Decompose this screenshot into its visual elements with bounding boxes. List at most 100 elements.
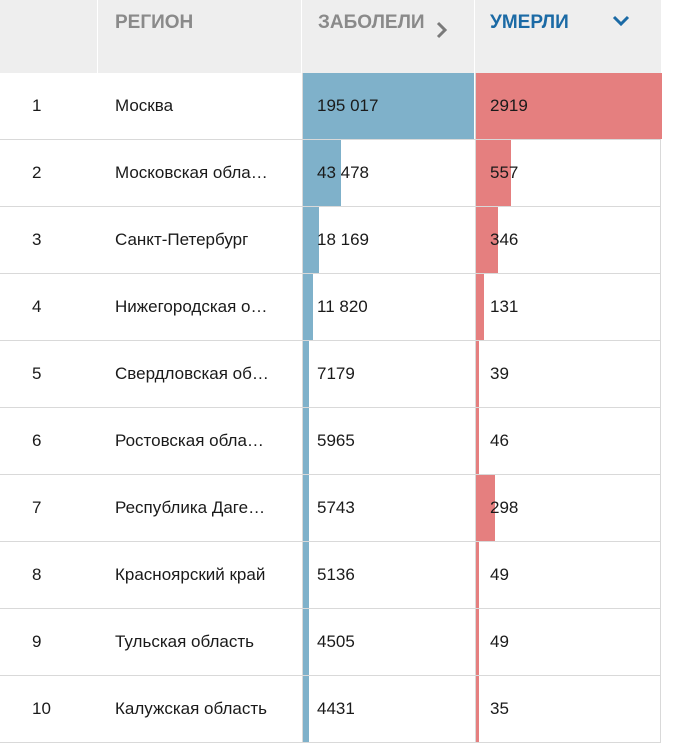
rank-cell: 2 — [32, 163, 42, 182]
region-cell: Москва — [98, 73, 302, 139]
chevron-down-icon — [612, 15, 630, 27]
cases-header-label: ЗАБОЛЕЛИ — [318, 12, 425, 33]
region-name: Калужская область — [115, 699, 267, 718]
cases-value: 5136 — [317, 565, 355, 584]
table-row[interactable]: 1 Москва 195 017 2919 — [0, 73, 662, 140]
cases-value: 18 169 — [317, 230, 369, 249]
deaths-bar — [476, 475, 495, 541]
region-name: Красноярский край — [115, 565, 266, 584]
deaths-bar — [476, 408, 479, 474]
region-name: Свердловская об… — [115, 364, 269, 383]
deaths-value: 557 — [490, 163, 519, 182]
table-header: РЕГИОН ЗАБОЛЕЛИ УМЕРЛИ — [0, 0, 661, 73]
cases-value: 4505 — [317, 632, 355, 651]
region-cell: Калужская область — [98, 676, 302, 742]
cases-cell: 11 820 — [302, 274, 475, 340]
cases-cell: 7179 — [302, 341, 475, 407]
deaths-value: 39 — [490, 364, 509, 383]
deaths-value: 49 — [490, 632, 509, 651]
chevron-right-icon — [436, 21, 448, 39]
cases-bar — [303, 73, 474, 139]
cases-column-header[interactable]: ЗАБОЛЕЛИ — [302, 0, 475, 73]
region-cell: Тульская область — [98, 609, 302, 675]
table-row[interactable]: 4 Нижегородская о… 11 820 131 — [0, 274, 661, 341]
deaths-bar — [476, 609, 479, 675]
rank-cell: 7 — [32, 498, 42, 517]
cases-cell: 4431 — [302, 676, 475, 742]
table-row[interactable]: 8 Красноярский край 5136 49 — [0, 542, 661, 609]
deaths-cell: 2919 — [475, 73, 662, 139]
table-body: 1 Москва 195 017 2919 2 Московская обла… 43 47… — [0, 73, 662, 743]
deaths-column-header[interactable]: УМЕРЛИ — [475, 0, 661, 73]
cases-value: 5965 — [317, 431, 355, 450]
deaths-cell: 346 — [475, 207, 661, 273]
rank-cell: 9 — [32, 632, 42, 651]
table-row[interactable]: 7 Республика Даге… 5743 298 — [0, 475, 661, 542]
deaths-cell: 35 — [475, 676, 661, 742]
cases-bar — [303, 676, 309, 742]
rank-column-header — [0, 0, 98, 73]
region-header-label: РЕГИОН — [115, 12, 194, 33]
deaths-bar — [476, 542, 479, 608]
deaths-cell: 46 — [475, 408, 661, 474]
region-cell: Московская обла… — [98, 140, 302, 206]
cases-bar — [303, 542, 309, 608]
cases-bar — [303, 341, 309, 407]
rank-cell: 6 — [32, 431, 42, 450]
deaths-cell: 49 — [475, 609, 661, 675]
region-cell: Республика Даге… — [98, 475, 302, 541]
cases-bar — [303, 609, 309, 675]
rank-cell: 4 — [32, 297, 42, 316]
deaths-value: 346 — [490, 230, 519, 249]
rank-cell: 1 — [32, 96, 42, 115]
cases-value: 5743 — [317, 498, 355, 517]
table-row[interactable]: 10 Калужская область 4431 35 — [0, 676, 661, 743]
cases-value: 4431 — [317, 699, 355, 718]
region-name: Республика Даге… — [115, 498, 266, 517]
region-name: Москва — [115, 96, 174, 115]
region-name: Нижегородская о… — [115, 297, 268, 316]
deaths-cell: 49 — [475, 542, 661, 608]
deaths-cell: 557 — [475, 140, 661, 206]
region-name: Санкт-Петербург — [115, 230, 249, 249]
table-row[interactable]: 3 Санкт-Петербург 18 169 346 — [0, 207, 661, 274]
region-name: Ростовская обла… — [115, 431, 264, 450]
cases-value: 11 820 — [317, 297, 368, 316]
cases-cell: 5136 — [302, 542, 475, 608]
cases-bar — [303, 475, 309, 541]
deaths-cell: 298 — [475, 475, 661, 541]
cases-value: 7179 — [317, 364, 355, 383]
region-name: Тульская область — [115, 632, 254, 651]
deaths-bar — [476, 73, 662, 139]
deaths-bar — [476, 207, 498, 273]
region-column-header[interactable]: РЕГИОН — [98, 0, 302, 73]
table-row[interactable]: 5 Свердловская об… 7179 39 — [0, 341, 661, 408]
deaths-bar — [476, 676, 479, 742]
deaths-cell: 39 — [475, 341, 661, 407]
rank-cell: 10 — [32, 699, 51, 718]
region-name: Московская обла… — [115, 163, 268, 182]
region-cell: Санкт-Петербург — [98, 207, 302, 273]
table-row[interactable]: 6 Ростовская обла… 5965 46 — [0, 408, 661, 475]
deaths-header-label: УМЕРЛИ — [490, 12, 569, 33]
cases-value: 43 478 — [317, 163, 369, 182]
cases-cell: 195 017 — [302, 73, 475, 139]
cases-cell: 18 169 — [302, 207, 475, 273]
deaths-bar — [476, 341, 479, 407]
region-cell: Красноярский край — [98, 542, 302, 608]
cases-bar — [303, 274, 313, 340]
deaths-value: 298 — [490, 498, 519, 517]
table-row[interactable]: 9 Тульская область 4505 49 — [0, 609, 661, 676]
deaths-bar — [476, 140, 511, 206]
deaths-cell: 131 — [475, 274, 661, 340]
cases-value: 195 017 — [317, 96, 379, 115]
deaths-value: 35 — [490, 699, 509, 718]
cases-bar — [303, 408, 309, 474]
rank-cell: 3 — [32, 230, 42, 249]
deaths-bar — [476, 274, 484, 340]
cases-cell: 4505 — [302, 609, 475, 675]
table-row[interactable]: 2 Московская обла… 43 478 557 — [0, 140, 661, 207]
rank-cell: 8 — [32, 565, 42, 584]
deaths-value: 131 — [490, 297, 519, 316]
